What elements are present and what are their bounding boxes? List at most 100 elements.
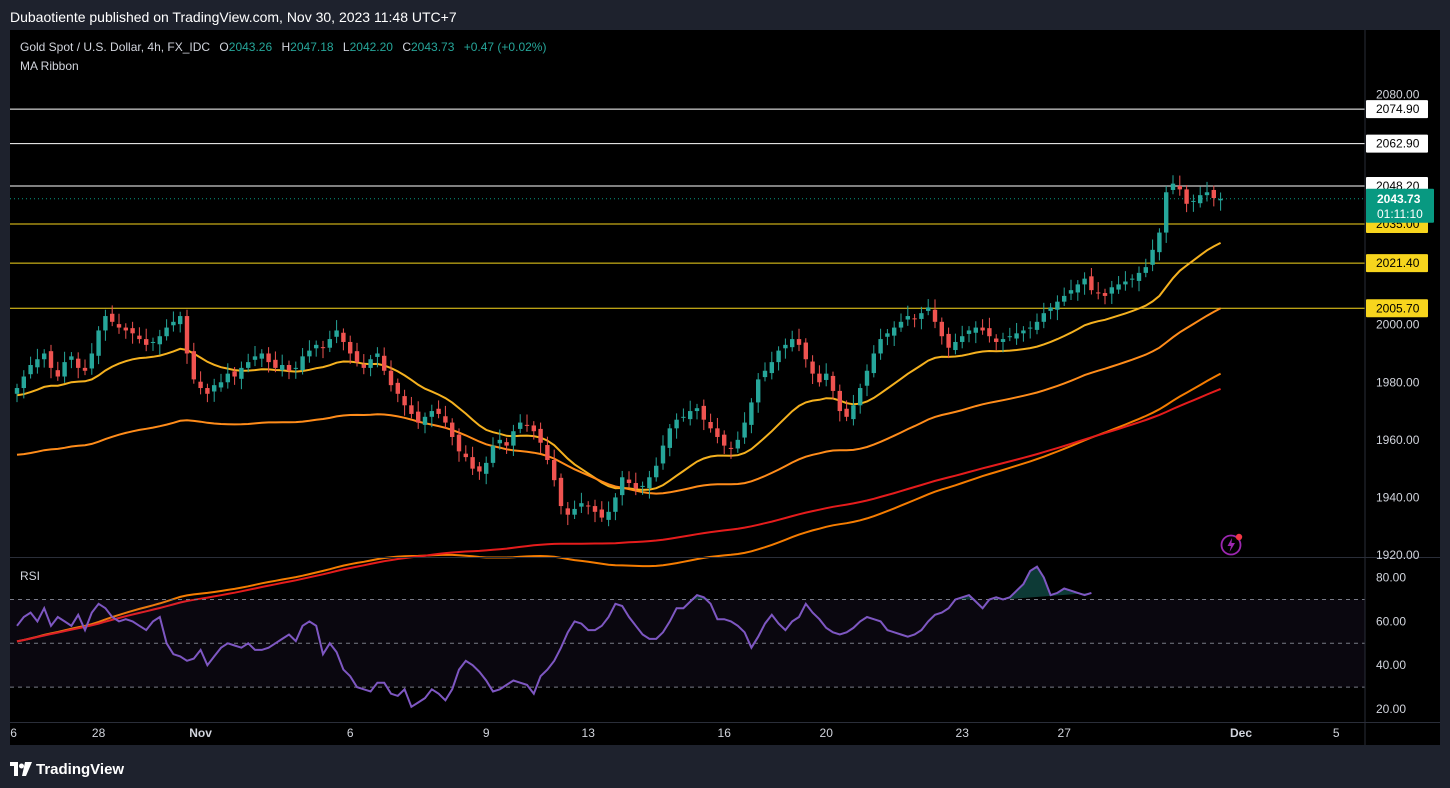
candle-body (613, 497, 618, 512)
chart-frame[interactable]: 1920.00 1940.00 1960.00 1980.00 2000.00 2080.… (4, 30, 1440, 745)
symbol-title[interactable]: Gold Spot / U.S. Dollar, 4h, FX_IDC (20, 40, 211, 54)
ohlc-high-label: H (281, 40, 291, 54)
candle-body (1184, 189, 1189, 204)
candle-body (123, 327, 128, 331)
candle-body (1218, 198, 1223, 201)
candle-body (218, 382, 224, 388)
candle-body (382, 355, 387, 371)
candle-body (212, 385, 217, 392)
candle-body (953, 341, 958, 351)
candle-body (1157, 232, 1162, 253)
candle-body (858, 388, 863, 406)
candle-body (558, 477, 564, 507)
horizontal-levels (10, 108, 1365, 309)
candle-body (715, 428, 720, 437)
candle-body (946, 333, 951, 348)
candle-body (796, 339, 802, 345)
level-price-tag (1366, 100, 1428, 119)
candle-body (606, 511, 611, 520)
candle-body (239, 367, 244, 379)
candle-body (178, 316, 183, 325)
candle-body (722, 434, 727, 446)
chart-canvas[interactable]: 1920.001940.001960.001980.002000.002080.… (4, 30, 1440, 745)
rsi-line (16, 565, 1092, 709)
candle-body (436, 408, 441, 414)
candle-body (830, 375, 836, 391)
candle-body (429, 411, 434, 417)
tradingview-logo[interactable]: TradingView (10, 760, 124, 778)
candle-body (191, 351, 196, 380)
candle-body (252, 356, 258, 360)
candle-body (1164, 192, 1169, 233)
candle-body (130, 328, 135, 334)
footer-bar (0, 745, 1450, 788)
candle-body (688, 411, 693, 420)
ohlc-close-label: C (402, 40, 411, 54)
candle-body (626, 479, 632, 484)
time-tick-label: Dec (1230, 726, 1252, 740)
time-tick-label: 26 (10, 726, 17, 740)
candle-body (1007, 336, 1012, 338)
candle-body (864, 370, 870, 386)
candle-body (1102, 293, 1108, 296)
candle-body (395, 382, 400, 394)
candle-body (89, 353, 94, 369)
candle-body (728, 447, 734, 449)
candle-body (565, 508, 570, 515)
candle-body (912, 318, 917, 320)
candle-body (531, 425, 536, 432)
candle-body (225, 373, 230, 383)
candle-body (1048, 307, 1053, 311)
candle-body (368, 359, 373, 368)
candle-body (490, 445, 496, 463)
candle-body (103, 316, 108, 331)
candle-body (735, 439, 740, 449)
ohlc-open-label: O (219, 40, 229, 54)
candle-body (1136, 272, 1142, 281)
candle-body (980, 327, 985, 331)
candle-body (450, 422, 455, 437)
level-price-tag-text: 2005.70 (1376, 301, 1420, 315)
time-tick-label: 9 (483, 726, 490, 740)
lightning-alert-icon[interactable] (1220, 532, 1244, 556)
candle-body (470, 457, 475, 469)
level-price-tag (1366, 299, 1428, 318)
ma-line-100 (16, 372, 1222, 643)
candle-body (552, 460, 557, 481)
level-price-tag (1366, 254, 1428, 273)
candle-body (409, 405, 414, 414)
candle-body (538, 428, 543, 443)
candle-body (742, 422, 747, 438)
candle-body (348, 341, 353, 354)
candle-body (246, 362, 251, 368)
price-tags: 2074.902062.902048.202035.002021.402005.… (1366, 100, 1434, 318)
time-tick-label: 6 (347, 726, 354, 740)
rsi-tick-label: 60.00 (1376, 614, 1406, 628)
time-tick-label: 20 (820, 726, 834, 740)
candle-body (14, 388, 20, 394)
candle-body (1075, 284, 1080, 293)
time-tick-label: 16 (718, 726, 732, 740)
candle-body (932, 309, 938, 322)
level-price-tag-text: 2062.90 (1376, 137, 1420, 151)
candle-body (375, 353, 380, 357)
indicator-label-ma-ribbon[interactable]: MA Ribbon (20, 59, 79, 73)
price-change: +0.47 (+0.02%) (463, 40, 547, 54)
time-tick-label: 13 (582, 726, 596, 740)
indicator-label-rsi[interactable]: RSI (20, 569, 41, 583)
candle-body (42, 353, 47, 360)
candle-body (198, 381, 203, 389)
candle-body (586, 505, 591, 507)
candle-body (898, 321, 904, 328)
candle-body (341, 332, 346, 342)
candle-body (164, 327, 169, 337)
candle-body (966, 330, 972, 334)
candle-body (681, 416, 686, 418)
candle-body (1014, 333, 1019, 339)
candle-body (320, 347, 326, 349)
candle-body (116, 324, 122, 328)
rsi-pane (10, 565, 1365, 709)
candle-body (96, 330, 101, 356)
candle-body (647, 477, 652, 489)
candle-body (769, 362, 774, 374)
